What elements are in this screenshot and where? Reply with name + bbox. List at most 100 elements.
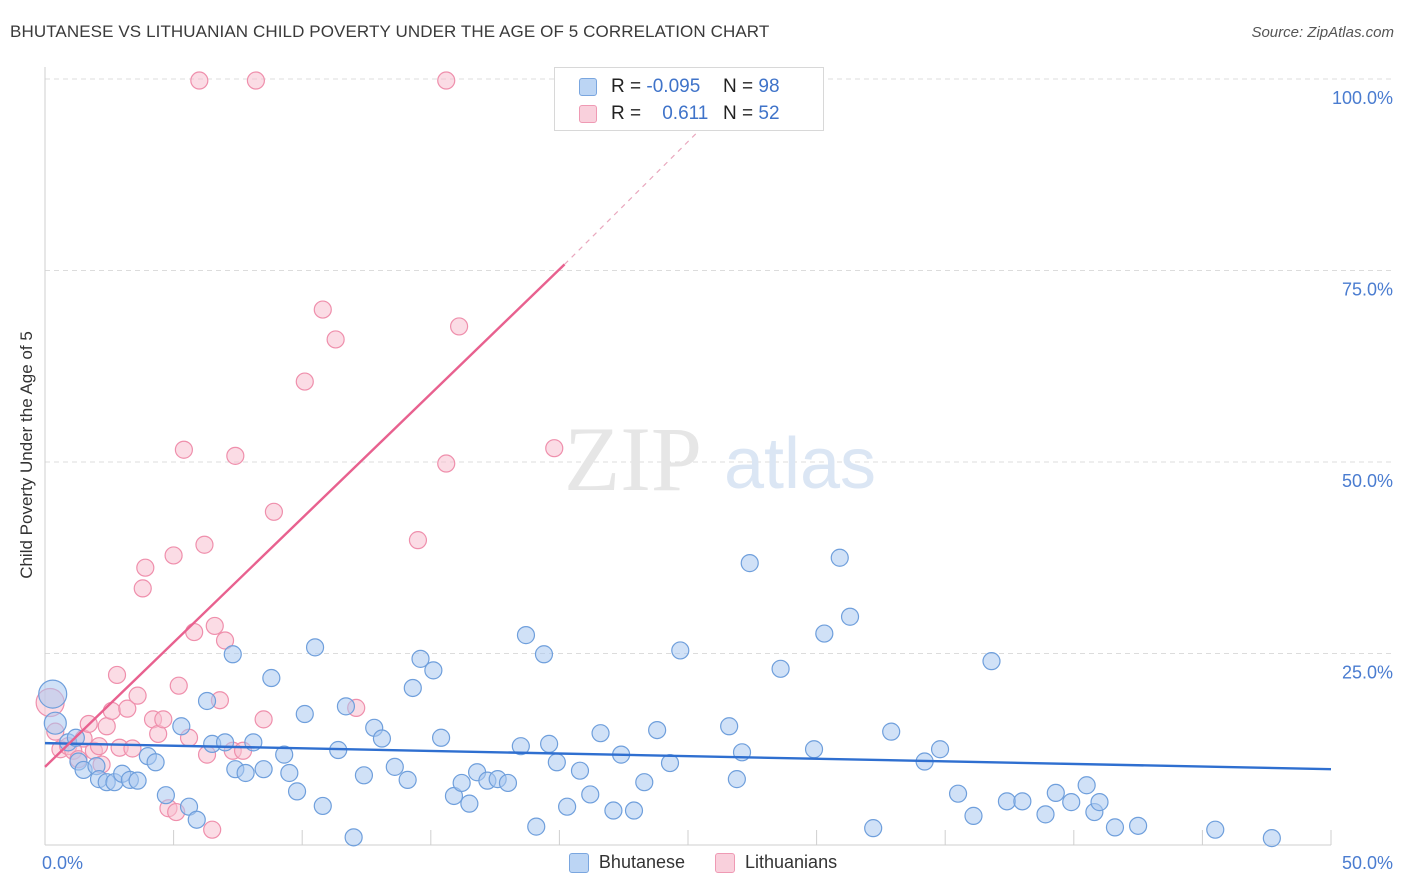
series-legend-label: Bhutanese xyxy=(598,852,685,872)
data-point xyxy=(154,710,173,729)
data-point xyxy=(1206,820,1225,839)
data-point xyxy=(275,745,294,764)
trend-lines xyxy=(44,128,1332,771)
data-point xyxy=(635,773,654,792)
data-point xyxy=(864,819,883,838)
data-point xyxy=(1036,805,1055,824)
data-point xyxy=(437,71,456,90)
chart-title: BHUTANESE VS LITHUANIAN CHILD POVERTY UN… xyxy=(10,22,770,41)
correlation-legend: R = -0.095 N = 98 R = 0.611 N = 52 xyxy=(554,67,824,131)
data-point xyxy=(295,372,314,391)
x-tick-label: 50.0% xyxy=(1342,853,1393,873)
data-point xyxy=(581,785,600,804)
data-point xyxy=(305,638,325,657)
data-point xyxy=(1128,816,1148,835)
data-point xyxy=(280,763,299,783)
data-point xyxy=(403,678,422,698)
data-point xyxy=(336,697,356,716)
data-point xyxy=(174,440,193,459)
data-point xyxy=(118,699,137,718)
legend-swatch-lithuanians xyxy=(579,105,597,123)
data-point xyxy=(185,622,204,642)
legend-n-value: 52 xyxy=(758,103,780,124)
data-point xyxy=(326,330,345,349)
data-point xyxy=(540,734,559,753)
data-point xyxy=(534,645,554,664)
data-point xyxy=(172,717,191,736)
data-point xyxy=(133,579,152,598)
data-point xyxy=(660,753,680,773)
data-point xyxy=(671,641,690,660)
legend-n-label: N = xyxy=(723,76,754,97)
source-credit: Source: ZipAtlas.com xyxy=(1251,24,1394,41)
data-point xyxy=(964,806,983,825)
data-point xyxy=(591,724,610,743)
data-point xyxy=(102,701,121,721)
data-point xyxy=(195,535,214,554)
data-point xyxy=(527,817,546,836)
data-point xyxy=(1090,793,1109,812)
legend-row-bhutanese: R = -0.095 N = 98 xyxy=(579,74,780,100)
data-point xyxy=(136,558,155,577)
series-legend-bhutanese[interactable]: Bhutanese xyxy=(568,852,685,873)
data-point xyxy=(449,317,469,336)
data-point xyxy=(43,711,67,735)
data-point xyxy=(398,770,417,789)
legend-r-value: 0.611 xyxy=(662,103,709,124)
data-point xyxy=(246,71,266,90)
data-point xyxy=(1262,829,1281,848)
data-point xyxy=(545,439,564,458)
data-point xyxy=(570,761,590,780)
series-legend-lithuanians[interactable]: Lithuanians xyxy=(715,852,837,873)
series-legend: Bhutanese Lithuanians xyxy=(0,852,1406,873)
data-point xyxy=(516,626,536,645)
data-point xyxy=(38,679,68,709)
data-point xyxy=(123,739,142,758)
data-point xyxy=(262,668,281,688)
data-point xyxy=(830,548,849,567)
data-point xyxy=(97,717,116,736)
data-point xyxy=(169,676,188,695)
data-point xyxy=(205,616,224,636)
watermark-zip: ZIP xyxy=(564,408,702,510)
data-point xyxy=(815,624,834,643)
data-point xyxy=(215,733,235,752)
series-legend-swatch xyxy=(715,852,735,873)
grid-lines xyxy=(45,78,1393,654)
data-point xyxy=(187,810,206,829)
legend-r-label: R = xyxy=(611,76,642,97)
series-bhutanese xyxy=(38,548,1281,848)
data-point xyxy=(295,704,314,724)
data-point xyxy=(1105,818,1125,837)
data-point xyxy=(236,763,255,783)
series-lithuanians xyxy=(35,71,564,839)
data-point xyxy=(223,645,242,664)
data-point xyxy=(804,740,824,759)
data-point xyxy=(354,766,374,785)
data-point xyxy=(648,720,667,740)
legend-r-value: -0.095 xyxy=(646,76,701,97)
watermark: ZIP atlas xyxy=(564,408,876,510)
data-point xyxy=(930,740,950,759)
data-point xyxy=(1077,776,1096,795)
data-point xyxy=(740,554,759,573)
data-point xyxy=(1046,783,1065,803)
tick-labels: 100.0% 75.0% 50.0% 25.0% 0.0% 50.0% xyxy=(42,88,1393,873)
data-point xyxy=(411,649,430,668)
data-point xyxy=(146,753,165,772)
data-point xyxy=(254,760,273,779)
y-tick-label: 50.0% xyxy=(1342,471,1393,491)
data-point xyxy=(1062,793,1081,812)
data-point xyxy=(982,652,1001,671)
data-point xyxy=(437,454,456,473)
data-point xyxy=(547,753,566,772)
trend-line-lithuanians xyxy=(44,263,566,768)
data-point xyxy=(254,710,273,729)
data-point xyxy=(156,786,175,805)
data-point xyxy=(372,729,392,748)
series-legend-swatch xyxy=(568,852,589,873)
data-point xyxy=(197,691,217,711)
data-point xyxy=(452,773,471,793)
data-point xyxy=(107,665,127,685)
